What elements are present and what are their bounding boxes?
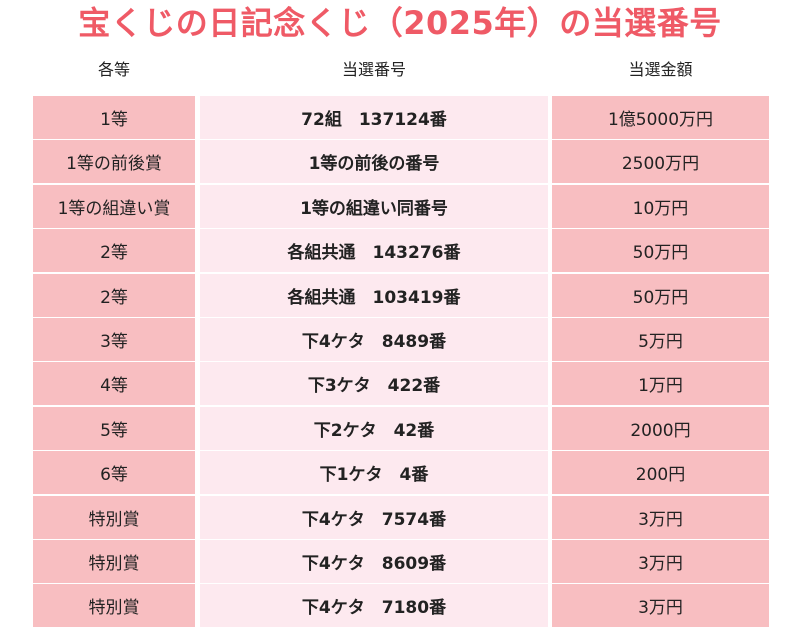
table-row: 2等 各組共通 143276番 50万円	[33, 229, 769, 273]
prize-amount-cell: 50万円	[552, 229, 769, 273]
grade-cell: 4等	[33, 362, 195, 406]
prize-amount-cell: 1億5000万円	[552, 96, 769, 139]
grade-cell: 6等	[33, 451, 195, 495]
table-row: 5等 下2ケタ 42番 2000円	[33, 406, 769, 450]
winning-number-cell: 下1ケタ 4番	[200, 451, 548, 495]
winning-number-cell: 1等の組違い同番号	[200, 184, 548, 228]
table-row: 1等の組違い賞 1等の組違い同番号 10万円	[33, 184, 769, 228]
prize-amount-cell: 3万円	[552, 539, 769, 583]
table-row: 1等 72組 137124番 1億5000万円	[33, 96, 769, 139]
winning-number-cell: 下4ケタ 7574番	[200, 495, 548, 539]
prize-amount-cell: 2500万円	[552, 140, 769, 184]
winning-number-cell: 下2ケタ 42番	[200, 406, 548, 450]
table-row: 特別賞 下4ケタ 7574番 3万円	[33, 495, 769, 539]
winning-number-cell: 下4ケタ 8609番	[200, 539, 548, 583]
prize-amount-cell: 5万円	[552, 317, 769, 361]
table-row: 3等 下4ケタ 8489番 5万円	[33, 317, 769, 361]
column-header-number: 当選番号	[341, 60, 406, 79]
prize-amount-cell: 2000円	[552, 406, 769, 450]
table-row: 6等 下1ケタ 4番 200円	[33, 451, 769, 495]
prize-amount-cell: 10万円	[552, 184, 769, 228]
column-header-grade: 各等	[97, 60, 130, 79]
table-row: 特別賞 下4ケタ 7180番 3万円	[33, 584, 769, 628]
table-row: 2等 各組共通 103419番 50万円	[33, 273, 769, 317]
prize-amount-cell: 3万円	[552, 495, 769, 539]
grade-cell: 3等	[33, 317, 195, 361]
grade-cell: 2等	[33, 229, 195, 273]
grade-cell: 2等	[33, 273, 195, 317]
winning-number-cell: 各組共通 143276番	[200, 229, 548, 273]
grade-cell: 1等の組違い賞	[33, 184, 195, 228]
prize-amount-cell: 3万円	[552, 584, 769, 628]
winning-number-cell: 下3ケタ 422番	[200, 362, 548, 406]
table-row: 4等 下3ケタ 422番 1万円	[33, 362, 769, 406]
winning-number-cell: 下4ケタ 8489番	[200, 317, 548, 361]
grade-cell: 特別賞	[33, 495, 195, 539]
prize-amount-cell: 50万円	[552, 273, 769, 317]
page-title: 宝くじの日記念くじ（2025年）の当選番号	[78, 4, 722, 42]
prize-amount-cell: 1万円	[552, 362, 769, 406]
grade-cell: 1等	[33, 96, 195, 139]
table-row: 特別賞 下4ケタ 8609番 3万円	[33, 539, 769, 583]
grade-cell: 5等	[33, 406, 195, 450]
winning-number-cell: 各組共通 103419番	[200, 273, 548, 317]
results-table: 1等 72組 137124番 1億5000万円 1等の前後賞 1等の前後の番号 …	[33, 96, 769, 629]
winning-number-cell: 下4ケタ 7180番	[200, 584, 548, 628]
winning-number-cell: 1等の前後の番号	[200, 140, 548, 184]
winning-number-cell: 72組 137124番	[200, 96, 548, 139]
table-row: 1等の前後賞 1等の前後の番号 2500万円	[33, 140, 769, 184]
grade-cell: 1等の前後賞	[33, 140, 195, 184]
grade-cell: 特別賞	[33, 539, 195, 583]
grade-cell: 特別賞	[33, 584, 195, 628]
column-header-amount: 当選金額	[628, 60, 693, 79]
prize-amount-cell: 200円	[552, 451, 769, 495]
